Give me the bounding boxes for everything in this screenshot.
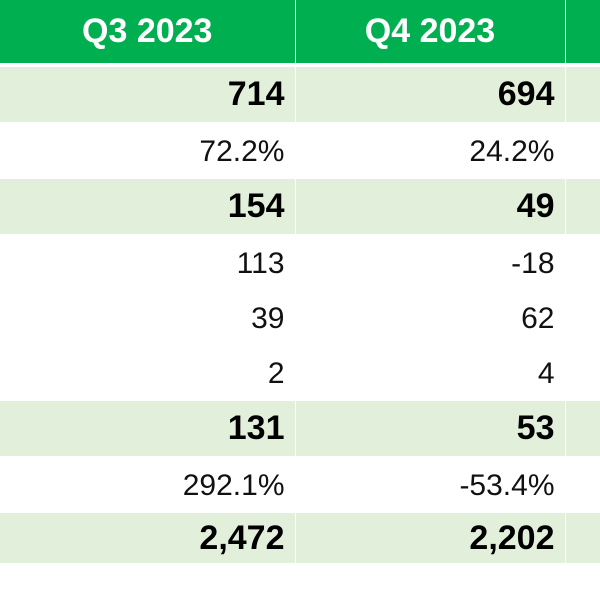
cell-q4[interactable]: 24.2% <box>295 123 566 179</box>
cell-q3[interactable]: 714 <box>0 65 296 124</box>
table-row: 292.1% -53.4% <box>0 457 600 513</box>
header-cell-q3[interactable]: Q3 2023 <box>0 0 296 67</box>
cell-q4[interactable]: 49 <box>295 179 566 236</box>
cell-q3[interactable]: 2,472 <box>0 513 296 565</box>
cell-next[interactable] <box>565 457 600 513</box>
cell-next[interactable] <box>565 65 600 124</box>
table-row: 131 53 <box>0 401 600 458</box>
cell-next[interactable] <box>565 235 600 291</box>
header-row: Q3 2023 Q4 2023 <box>0 0 600 67</box>
cell-next[interactable] <box>565 513 600 565</box>
cell-q4[interactable]: 53 <box>295 401 566 458</box>
cell-q4[interactable]: 694 <box>295 65 566 124</box>
cell-q3[interactable]: 39 <box>0 291 296 346</box>
header-cell-q4[interactable]: Q4 2023 <box>295 0 566 67</box>
table-row: 154 49 <box>0 179 600 236</box>
cell-q3[interactable]: 113 <box>0 235 296 291</box>
cell-next[interactable] <box>565 179 600 236</box>
cell-q3[interactable]: 154 <box>0 179 296 236</box>
header-cell-next[interactable] <box>565 0 600 67</box>
cell-q4[interactable]: -18 <box>295 235 566 291</box>
table-row: 113 -18 <box>0 235 600 291</box>
cell-q4[interactable]: 62 <box>295 291 566 346</box>
cell-q3[interactable]: 131 <box>0 401 296 458</box>
cell-next[interactable] <box>565 123 600 179</box>
cell-next[interactable] <box>565 346 600 401</box>
cell-q3[interactable]: 72.2% <box>0 123 296 179</box>
table-row: 2 4 <box>0 346 600 401</box>
cell-q4[interactable]: 2,202 <box>295 513 566 565</box>
cell-q4[interactable]: -53.4% <box>295 457 566 513</box>
cell-q3[interactable]: 2 <box>0 346 296 401</box>
cell-next[interactable] <box>565 291 600 346</box>
cell-next[interactable] <box>565 401 600 458</box>
table-row: 39 62 <box>0 291 600 346</box>
table-row: 714 694 <box>0 65 600 124</box>
quarterly-table: Q3 2023 Q4 2023 714 694 72.2% 24.2% 154 … <box>0 0 600 565</box>
table-row: 72.2% 24.2% <box>0 123 600 179</box>
cell-q4[interactable]: 4 <box>295 346 566 401</box>
table-row: 2,472 2,202 <box>0 513 600 565</box>
cell-q3[interactable]: 292.1% <box>0 457 296 513</box>
